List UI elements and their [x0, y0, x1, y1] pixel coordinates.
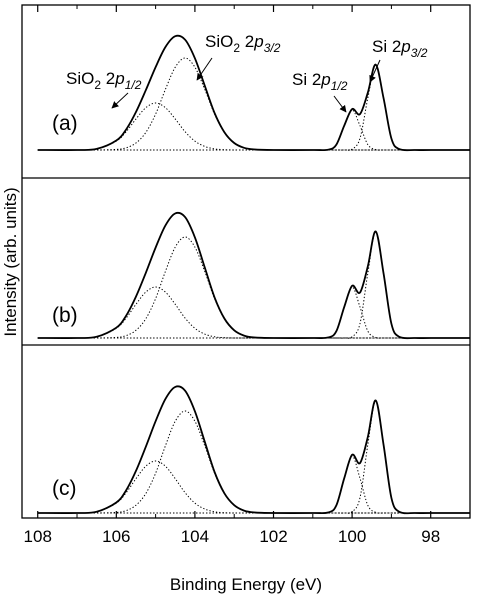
annotation: Si 2p1/2 — [292, 70, 348, 93]
annotation-part: 2 — [94, 78, 101, 92]
component-curve — [37, 57, 470, 151]
annotation-part: 1/2 — [125, 78, 142, 92]
annotation-part: p — [320, 70, 330, 89]
curves — [37, 34, 470, 515]
component-curve — [37, 286, 470, 339]
component-curve — [37, 102, 470, 151]
annotation-arrows — [111, 57, 381, 113]
annotation-arrow — [369, 59, 381, 83]
annotation-arrow — [111, 92, 129, 109]
component-curve — [37, 460, 470, 514]
x-axis-title: Binding Energy (eV) — [170, 575, 322, 594]
annotation-part: Si 2 — [292, 70, 321, 89]
annotation: SiO2 2p3/2 — [205, 32, 281, 55]
annotation: SiO2 2p1/2 — [66, 69, 142, 92]
panel-label: (a) — [52, 112, 78, 135]
annotation-part: 3/2 — [264, 41, 281, 55]
component-curve — [37, 109, 470, 151]
component-curve — [37, 286, 470, 339]
annotation-part: 3/2 — [411, 46, 428, 60]
component-curve — [37, 231, 470, 339]
plot-frame — [21, 4, 471, 519]
annotation: Si 2p3/2 — [372, 37, 428, 60]
x-tick-label: 98 — [421, 527, 440, 546]
component-curve — [37, 455, 470, 514]
annotation-part: p — [253, 32, 263, 51]
component-curve — [37, 400, 470, 514]
annotation-part: SiO — [205, 32, 233, 51]
component-curve — [37, 410, 470, 514]
annotation-part: SiO — [66, 69, 94, 88]
panel-label: (b) — [52, 304, 78, 327]
annotation-part: Si 2 — [372, 37, 401, 56]
y-axis-title: Intensity (arb. units) — [1, 187, 20, 336]
annotation-part: p — [400, 37, 410, 56]
annotation-part: 1/2 — [331, 79, 348, 93]
annotation-part: 2 — [233, 41, 240, 55]
labels: (a) (b) (c) 108 106 104 102 100 98 Binding Energy… — [1, 32, 440, 594]
x-tick-label: 104 — [181, 527, 209, 546]
x-tick-label: 106 — [102, 527, 130, 546]
component-curve — [37, 236, 470, 339]
annotation-part: 2 — [240, 32, 254, 51]
x-tick-label: 102 — [259, 527, 287, 546]
annotation-arrow — [333, 95, 347, 113]
envelope-curve — [37, 385, 470, 515]
x-tick-label: 108 — [24, 527, 52, 546]
annotation-arrow — [196, 57, 213, 81]
x-tick-label: 100 — [338, 527, 366, 546]
envelope-curve — [37, 211, 470, 340]
annotation-part: 2 — [101, 69, 115, 88]
annotation-part: p — [114, 69, 124, 88]
panel-label: (c) — [52, 477, 77, 500]
